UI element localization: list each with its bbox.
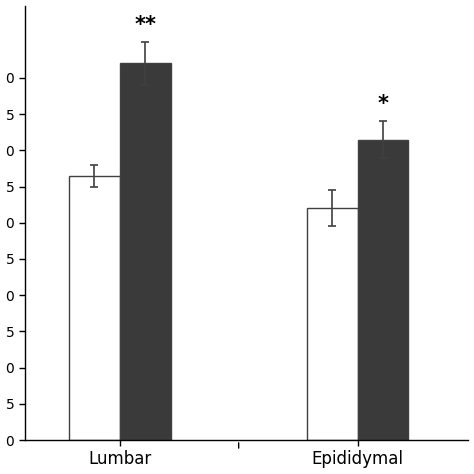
Bar (357, 139, 408, 440)
Text: **: ** (134, 15, 156, 35)
Text: *: * (377, 94, 388, 114)
Bar (120, 64, 171, 440)
Bar (69, 176, 120, 440)
Bar (307, 208, 357, 440)
